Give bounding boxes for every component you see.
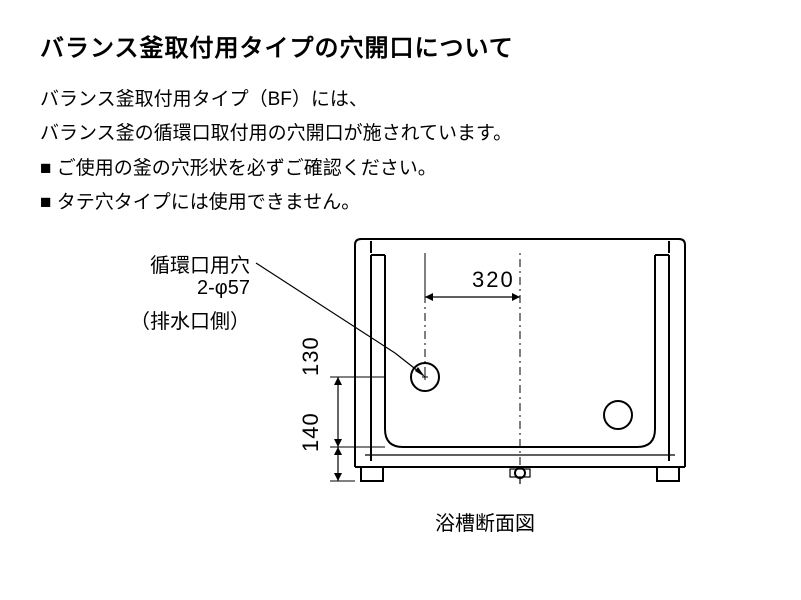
dim-horizontal-label: 320 <box>472 267 515 293</box>
circ-hole-label-side: （排水口側） <box>130 305 250 334</box>
desc-line-1: バランス釜取付用タイプ（BF）には、 <box>40 85 761 115</box>
dim-vert-lower-label: 140 <box>298 412 324 452</box>
bullet-1: ご使用の釜の穴形状を必ずご確認ください。 <box>40 154 761 184</box>
diagram-container: 循環口用穴 2-φ57 （排水口側） 320 130 140 浴槽断面図 <box>40 229 760 569</box>
desc-line-2: バランス釜の循環口取付用の穴開口が施されています。 <box>40 119 761 149</box>
diagram-caption: 浴槽断面図 <box>435 507 535 536</box>
bullet-2: タテ穴タイプには使用できません。 <box>40 188 761 218</box>
circ-hole-label-spec: 2-φ57 <box>130 277 250 300</box>
circ-hole-label-title: 循環口用穴 <box>130 249 250 278</box>
page-title: バランス釜取付用タイプの穴開口について <box>40 28 761 63</box>
dim-vert-upper-label: 130 <box>298 336 324 376</box>
